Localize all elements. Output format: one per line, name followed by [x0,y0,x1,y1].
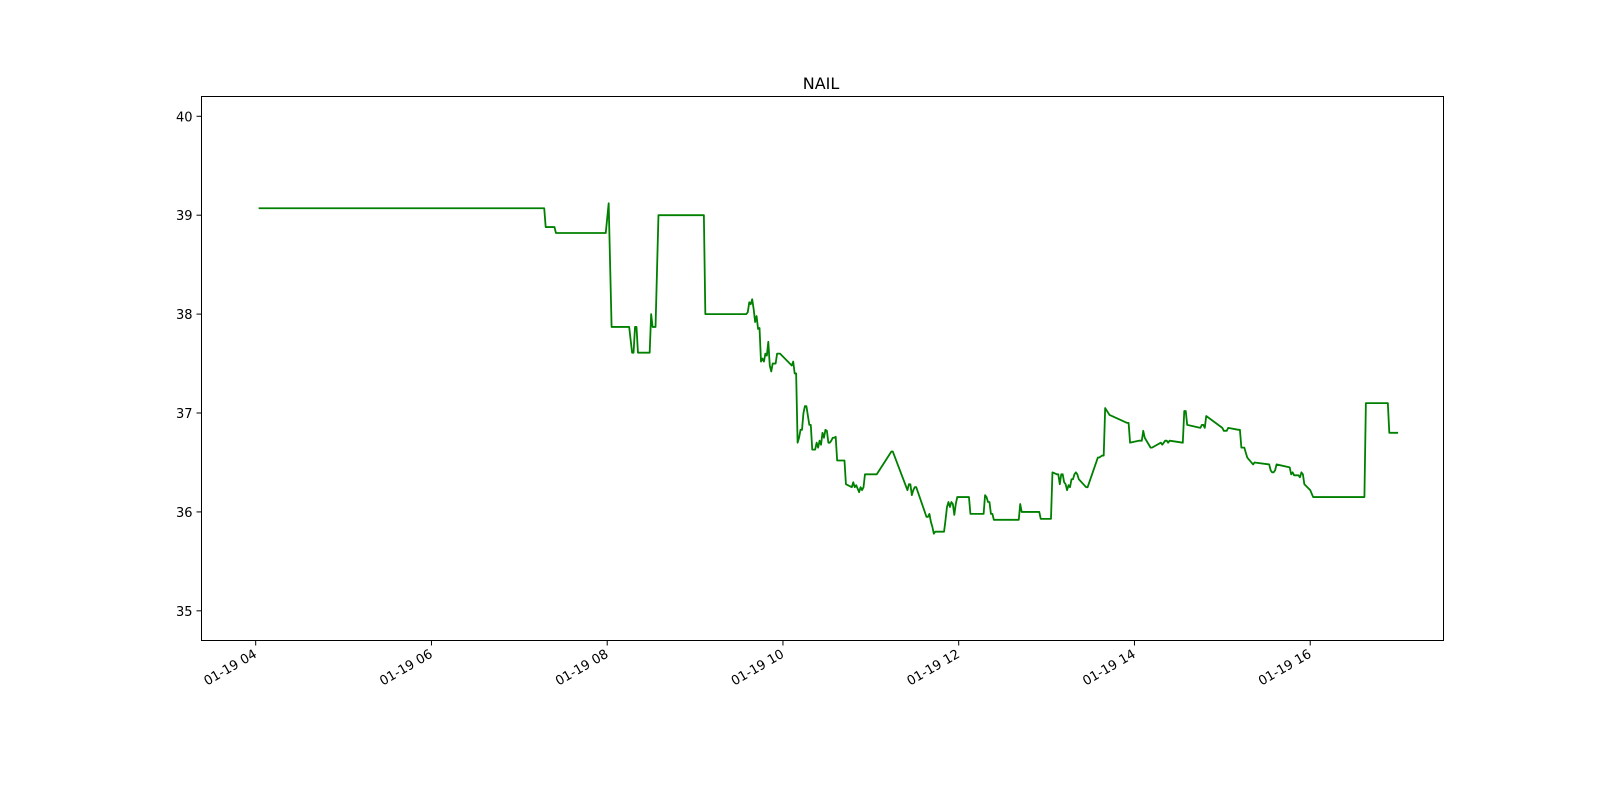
chart-title: NAIL [803,74,840,93]
plot-area [258,202,1399,535]
x-axis: 01-19 04 01-19 06 01-19 08 01-19 10 01-19 12… [202,640,1314,689]
x-tick-label: 01-19 04 [202,647,260,689]
y-tick-label: 37 [176,407,193,422]
x-tick-label: 01-19 08 [553,647,611,689]
y-tick-label: 36 [176,506,193,521]
y-tick-label: 35 [176,605,193,620]
x-tick-label: 01-19 16 [1256,647,1314,689]
x-tick-label: 01-19 06 [377,647,435,689]
axes-frame [201,96,1444,641]
x-tick-label: 01-19 12 [905,647,963,689]
y-tick-label: 40 [176,110,193,125]
x-tick-label: 01-19 10 [729,647,787,689]
series-line [258,202,1399,535]
y-axis: 35 36 37 38 39 40 [176,110,202,620]
y-tick-label: 38 [176,308,193,323]
y-tick-label: 39 [176,209,193,224]
x-tick-label: 01-19 14 [1080,647,1138,689]
